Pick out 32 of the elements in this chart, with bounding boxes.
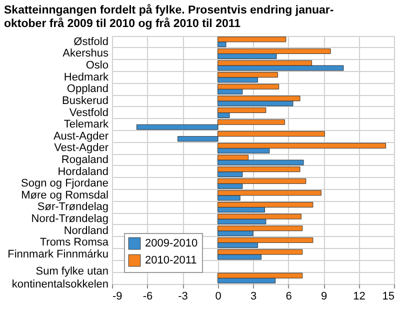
y-tick-label: Sør-Trøndelag [37,201,108,214]
x-tick-label: 3 [250,290,257,302]
x-tick-label: 0 [215,290,222,302]
y-tick-label: Telemark [64,118,109,131]
x-tick-label: -3 [178,290,188,302]
y-tick-label: Møre og Romsdal [21,189,108,202]
legend-label: 2009-2010 [145,238,198,250]
x-tick-label: 12 [353,290,366,302]
chart-title: Skatteinngangen fordelt på fylke. Prosentvis endring januar-oktober frå 2009 til 2010 og frå 2010 til 2011 [4,3,334,30]
y-tick-label: Buskerud [62,94,108,107]
legend-label: 2010-2011 [145,254,197,266]
y-tick-label: Vestfold [69,106,108,119]
y-tick-label: Nord-Trøndelag [31,213,108,226]
y-tick-label: Aust-Agder [53,130,109,142]
y-tick-label: Akershus [62,48,109,60]
y-tick-label: Oslo [86,60,108,72]
y-tick-label: Oppland [66,83,108,96]
x-tick-label: -6 [142,290,153,302]
y-tick-label: Nordland [64,224,108,237]
y-tick-label: Troms Romsa [40,236,110,249]
y-tick-label: Hordaland [58,166,108,178]
x-tick-label: 6 [286,290,292,302]
y-tick-label: Finnmark Finnmárku [8,248,108,260]
y-tick-label: Østfold [74,36,108,48]
x-tick-label: 9 [320,290,328,302]
x-tick-label: -9 [112,290,122,302]
x-tick-label: 15 [382,290,394,302]
y-tick-label: Sogn og Fjordane [21,178,108,190]
y-tick-label: Hedmark [64,71,109,84]
y-tick-label: Sum fylke utan kontinentalsokkelen [12,266,108,291]
y-tick-label: Vest-Agder [54,142,109,154]
y-tick-label: Rogaland [61,154,108,166]
